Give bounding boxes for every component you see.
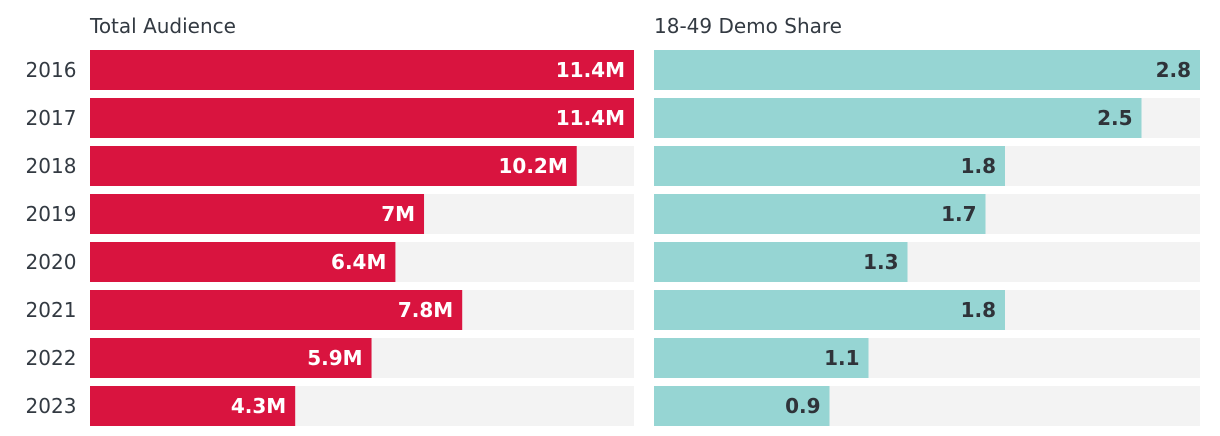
demo-bar-2016 (654, 50, 1200, 90)
audience-bar-2016 (90, 50, 634, 90)
demo-bar-2022 (654, 338, 869, 378)
year-label-2022: 2022 (26, 346, 77, 370)
year-labels: 2016 2017 2018 2019 2020 2021 2022 2023 (26, 58, 77, 418)
audience-panel-title: Total Audience (89, 14, 236, 38)
audience-value-label-2019: 7M (381, 202, 415, 226)
demo-bars: 2.8 2.5 1.8 1.7 1.3 1.8 1.10.9 (654, 50, 1200, 426)
demo-bar-2020 (654, 242, 908, 282)
demo-bar-2021 (654, 290, 1005, 330)
audience-value-label-2023: 4.3M (231, 394, 286, 418)
demo-bar-2017 (654, 98, 1142, 138)
audience-value-label-2016: 11.4M (556, 58, 625, 82)
audience-value-label-2021: 7.8M (398, 298, 453, 322)
year-label-2019: 2019 (26, 202, 77, 226)
audience-value-label-2022: 5.9M (307, 346, 362, 370)
demo-bar-2023 (654, 386, 830, 426)
demo-panel-title: 18-49 Demo Share (654, 14, 842, 38)
audience-value-label-2018: 10.2M (498, 154, 567, 178)
audience-bar-2023 (90, 386, 296, 426)
audience-bar-2018 (90, 146, 577, 186)
year-label-2018: 2018 (26, 154, 77, 178)
year-label-2023: 2023 (26, 394, 77, 418)
audience-bars: 11.4M 11.4M 10.2M 7M 6.4M 7.8M 5.9M 4.3M (90, 50, 634, 426)
demo-value-label-2023: 0.9 (785, 394, 820, 418)
demo-bar-2019 (654, 194, 986, 234)
demo-value-label-2019: 1.7 (941, 202, 976, 226)
audience-bar-2017 (90, 98, 634, 138)
demo-value-label-2016: 2.8 (1156, 58, 1191, 82)
demo-value-label-2017: 2.5 (1097, 106, 1132, 130)
audience-value-label-2017: 11.4M (556, 106, 625, 130)
demo-value-label-2022: 1.1 (824, 346, 859, 370)
demo-value-label-2018: 1.8 (961, 154, 996, 178)
demo-value-label-2020: 1.3 (863, 250, 898, 274)
audience-value-label-2020: 6.4M (331, 250, 386, 274)
year-label-2017: 2017 (26, 106, 77, 130)
audience-bar-2022 (90, 338, 372, 378)
demo-bar-2018 (654, 146, 1005, 186)
year-label-2020: 2020 (26, 250, 77, 274)
audience-bar-2021 (90, 290, 463, 330)
year-label-2016: 2016 (26, 58, 77, 82)
demo-value-label-2021: 1.8 (961, 298, 996, 322)
audience-bar-2019 (90, 194, 425, 234)
audience-bar-2020 (90, 242, 396, 282)
year-label-2021: 2021 (26, 298, 77, 322)
